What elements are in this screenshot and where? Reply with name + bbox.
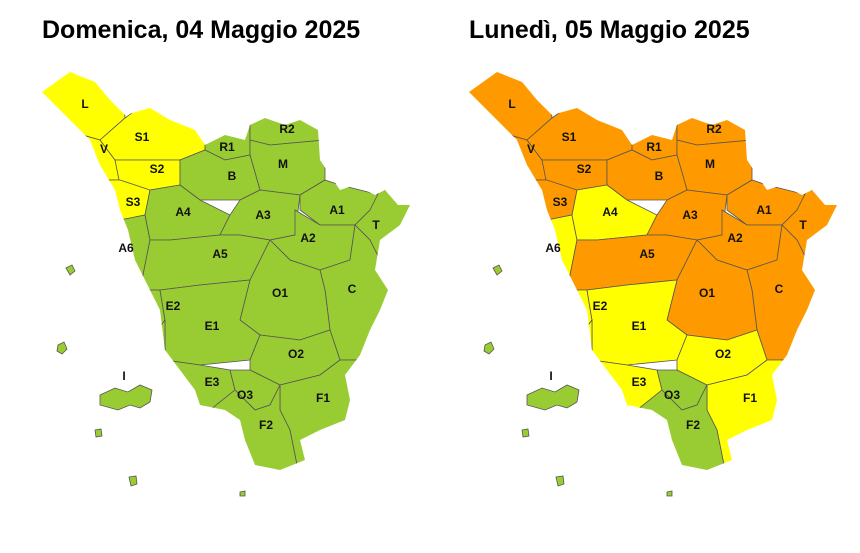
zone-label: R2: [706, 122, 722, 136]
land: [469, 72, 837, 470]
island: [239, 490, 246, 497]
zone: [179, 149, 261, 201]
zone-label: A1: [756, 203, 772, 217]
island: [521, 428, 530, 438]
zone-label: A4: [175, 205, 191, 219]
zone-label: E3: [205, 375, 220, 389]
zone-label: E1: [205, 319, 220, 333]
zone-label: A3: [682, 208, 698, 222]
zone-label: O3: [664, 388, 680, 402]
zone-label: I: [549, 369, 552, 383]
zone-label: A5: [639, 247, 655, 261]
zone-label: F2: [259, 418, 273, 432]
zone: [42, 72, 126, 141]
zone-label: R1: [219, 140, 235, 154]
map-title: Domenica, 04 Maggio 2025: [42, 16, 360, 44]
map: Lunedì, 05 Maggio 2025 L V S1 S2 R1 R2 M B S3 A6 A4…: [469, 16, 837, 497]
zone-label: O2: [715, 347, 731, 361]
zone-label: S3: [126, 195, 141, 209]
island: [56, 341, 68, 355]
zone-label: L: [508, 97, 515, 111]
zone-label: T: [372, 218, 380, 232]
island: [492, 264, 503, 276]
zone-label: V: [100, 142, 108, 156]
zone: [606, 149, 688, 201]
zone-label: E2: [166, 299, 181, 313]
zone-label: L: [81, 97, 88, 111]
map: Domenica, 04 Maggio 2025 L V S1 S2 R1 R2 M B S3 A6…: [42, 16, 410, 497]
zone-label: O3: [237, 388, 253, 402]
island: [99, 384, 153, 411]
island: [483, 341, 495, 355]
zone-label: F1: [743, 391, 757, 405]
zone-label: A2: [300, 231, 316, 245]
zone-label: E2: [593, 299, 608, 313]
zone-label: A4: [602, 205, 618, 219]
zone: [42, 289, 166, 341]
zone-label: O2: [288, 347, 304, 361]
zone-label: A3: [255, 208, 271, 222]
zone-label: O1: [272, 286, 288, 300]
zone: [469, 72, 553, 141]
island: [666, 490, 673, 497]
zone-label: S3: [553, 195, 568, 209]
island: [526, 384, 580, 411]
island: [94, 428, 103, 438]
zone-label: C: [348, 282, 357, 296]
zone-label: A6: [545, 241, 561, 255]
zone-label: A1: [329, 203, 345, 217]
zone-label: O1: [699, 286, 715, 300]
zone-label: F2: [686, 418, 700, 432]
zone-label: A5: [212, 247, 228, 261]
zone-label: S1: [135, 130, 150, 144]
island: [555, 475, 565, 487]
zone-label: S2: [150, 162, 165, 176]
zone-label: E1: [632, 319, 647, 333]
zone-label: A6: [118, 241, 134, 255]
zone-label: B: [228, 169, 237, 183]
zone: [469, 289, 593, 341]
zone-label: R2: [279, 122, 295, 136]
zone-label: I: [122, 369, 125, 383]
zone-label: T: [799, 218, 807, 232]
land: [42, 72, 410, 470]
island: [65, 264, 76, 276]
zone-label: S2: [577, 162, 592, 176]
zone-label: E3: [632, 375, 647, 389]
zone-label: B: [655, 169, 664, 183]
zone-label: S1: [562, 130, 577, 144]
zone-label: V: [527, 142, 535, 156]
zone-label: M: [278, 157, 288, 171]
zone-label: R1: [646, 140, 662, 154]
map-title: Lunedì, 05 Maggio 2025: [469, 16, 750, 44]
zone-label: M: [705, 157, 715, 171]
zone-label: C: [775, 282, 784, 296]
island: [128, 475, 138, 487]
zone-label: F1: [316, 391, 330, 405]
zone-label: A2: [727, 231, 743, 245]
